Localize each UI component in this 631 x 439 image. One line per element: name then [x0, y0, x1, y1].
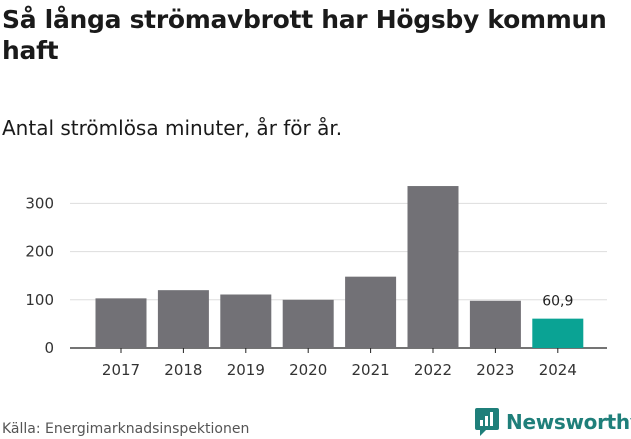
y-tick-label: 0 [44, 339, 54, 357]
brand-logo: Newsworthy [474, 407, 631, 437]
bar-2019 [220, 294, 272, 348]
x-tick-label: 2022 [414, 361, 452, 379]
bar-2020 [282, 299, 334, 348]
brand-name: Newsworthy [506, 410, 631, 434]
y-axis-ticks: 0 100 200 300 [25, 194, 54, 357]
bar-2022 [407, 186, 459, 348]
y-tick-label: 200 [25, 243, 54, 261]
x-tick-label: 2018 [164, 361, 202, 379]
bar-2021 [345, 276, 397, 348]
source-note: Källa: Energimarknadsinspektionen [2, 421, 250, 437]
chart-title: Så långa strömavbrott har Högsby kommun … [2, 5, 607, 65]
x-tick-label: 2021 [352, 361, 390, 379]
x-tick-label: 2017 [102, 361, 140, 379]
y-tick-label: 300 [25, 194, 54, 212]
bar-2018 [157, 290, 209, 348]
data-label: 60,9 [542, 294, 573, 310]
chart-subtitle: Antal strömlösa minuter, år för år. [2, 116, 343, 140]
gridlines [70, 202, 607, 349]
x-tick-label: 2020 [289, 361, 327, 379]
newsworthy-logo-icon [475, 408, 499, 436]
data-labels: 60,9 [542, 294, 573, 310]
bar-2023 [469, 300, 521, 348]
y-tick-label: 100 [25, 291, 54, 309]
bar-2017 [95, 298, 147, 348]
x-tick-label: 2024 [539, 361, 577, 379]
x-tick-label: 2023 [476, 361, 514, 379]
x-axis-ticks: 2017 2018 2019 2020 2021 2022 2023 2024 [102, 348, 577, 379]
bars [95, 186, 584, 348]
x-tick-label: 2019 [227, 361, 265, 379]
bar-2024 [532, 318, 584, 348]
